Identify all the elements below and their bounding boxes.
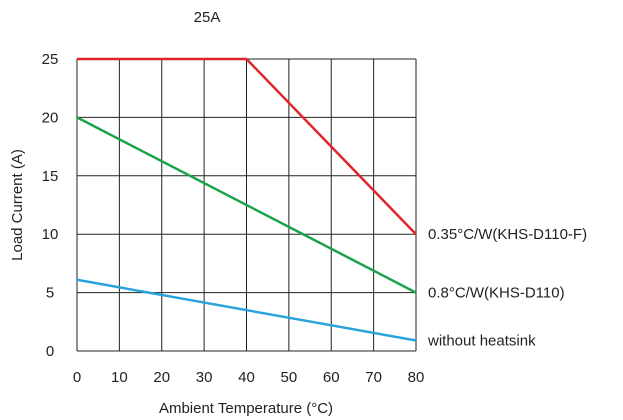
series-label-1: 0.8°C/W(KHS-D110) xyxy=(428,285,565,302)
x-tick-labels: 0 10 20 30 40 50 60 70 80 xyxy=(73,369,425,386)
x-tick-label: 30 xyxy=(196,369,213,386)
x-tick-label: 10 xyxy=(111,369,128,386)
x-tick-label: 20 xyxy=(153,369,170,386)
x-tick-label: 70 xyxy=(365,369,382,386)
y-tick-label: 20 xyxy=(42,109,59,126)
y-tick-labels: 0 5 10 15 20 25 xyxy=(42,51,59,360)
x-tick-label: 40 xyxy=(238,369,255,386)
y-tick-label: 10 xyxy=(42,226,59,243)
series-labels: 0.35°C/W(KHS-D110-F) 0.8°C/W(KHS-D110) wit… xyxy=(427,226,587,349)
series-line-1 xyxy=(76,116,417,294)
series-line-2 xyxy=(76,278,417,342)
x-tick-label: 60 xyxy=(323,369,340,386)
y-tick-label: 0 xyxy=(46,343,54,360)
series-label-0: 0.35°C/W(KHS-D110-F) xyxy=(428,226,587,243)
y-tick-label: 5 xyxy=(46,285,54,302)
chart-title: 25A xyxy=(194,9,221,26)
series-line-0 xyxy=(77,57,417,236)
x-axis-label: Ambient Temperature (°C) xyxy=(159,400,333,417)
y-tick-label: 25 xyxy=(42,51,59,68)
x-tick-label: 0 xyxy=(73,369,81,386)
series-label-2: without heatsink xyxy=(427,332,536,349)
x-tick-label: 50 xyxy=(281,369,298,386)
x-tick-label: 80 xyxy=(408,369,425,386)
series-lines xyxy=(76,57,417,342)
y-tick-label: 15 xyxy=(42,168,59,185)
y-axis-label: Load Current (A) xyxy=(9,149,26,261)
